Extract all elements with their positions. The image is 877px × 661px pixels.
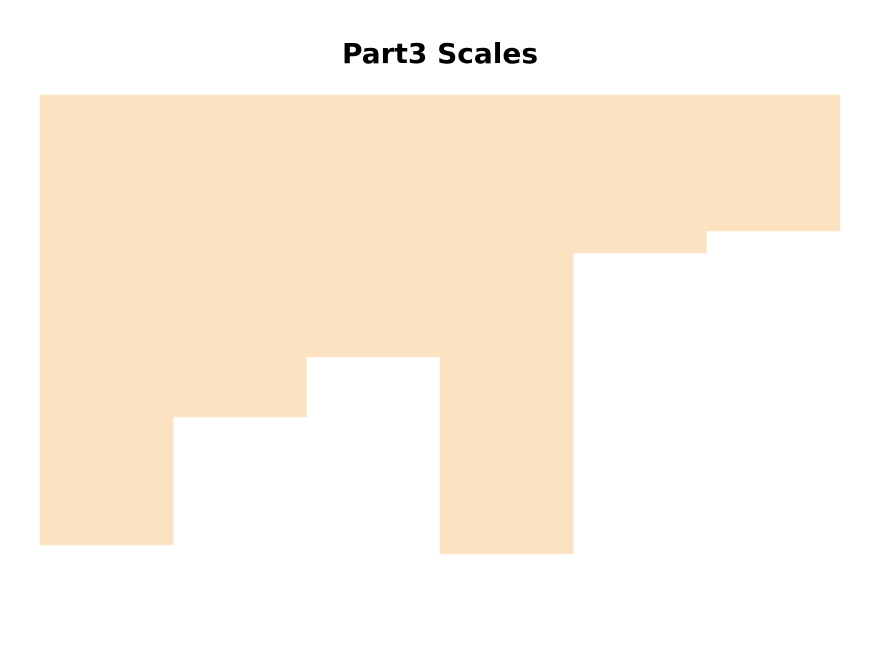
bar-3 (306, 94, 441, 358)
bars-group (39, 94, 841, 555)
bar-1 (39, 94, 174, 546)
chart-title: Part3 Scales (342, 37, 538, 70)
bar-5 (573, 94, 707, 254)
bar-2 (173, 94, 307, 418)
bar-4 (439, 94, 574, 555)
bar-6 (706, 94, 841, 232)
